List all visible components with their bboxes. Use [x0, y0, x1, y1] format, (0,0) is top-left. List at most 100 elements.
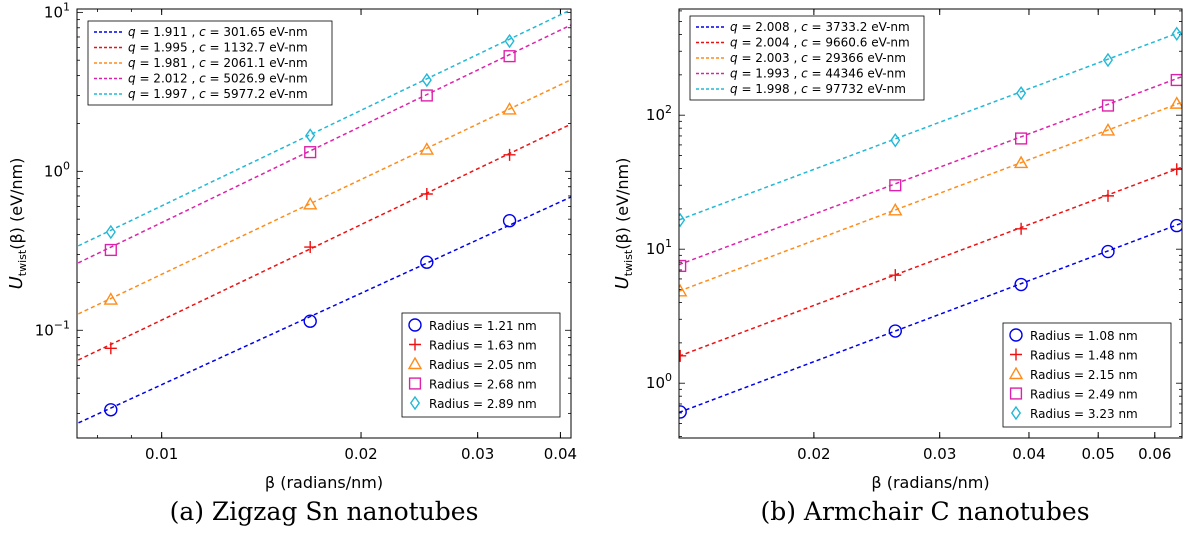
- x-tick-label: 0.03: [923, 445, 956, 463]
- marker-legend-box: [401, 312, 561, 418]
- fit-legend: q = 2.008 , c = 3733.2 eV-nm q = 2.004 , …: [689, 15, 925, 101]
- fit-legend-entry: q = 1.993 , c = 44346 eV-nm: [730, 67, 906, 81]
- data-point-diamond: [1102, 52, 1114, 68]
- fit-label-part: q: [128, 25, 136, 39]
- fit-label-part: = 97732 eV-nm: [808, 82, 906, 96]
- fit-label-part: c: [801, 67, 808, 81]
- data-point-plus: [304, 241, 317, 254]
- y-label-rest: (β) (eV/nm): [613, 158, 632, 250]
- marker-legend-symbol: [1008, 366, 1024, 380]
- x-tick-label: 0.05: [1082, 445, 1115, 463]
- y-tick-label: 101: [646, 237, 672, 258]
- data-point-diamond: [1171, 26, 1182, 42]
- y-tick-exponent: 0: [665, 371, 672, 384]
- data-point-square: [420, 89, 433, 102]
- marker-legend-symbol: [409, 338, 421, 351]
- fit-label-part: c: [199, 25, 206, 39]
- fit-label-part: q: [128, 56, 136, 70]
- marker-legend-symbol: [407, 356, 423, 370]
- data-point-plus: [420, 187, 433, 200]
- x-tick-label: 0.02: [344, 445, 377, 463]
- fit-label-part: q: [128, 41, 136, 55]
- fit-label-part: = 1.998 ,: [738, 82, 801, 96]
- fit-label-part: c: [199, 72, 206, 86]
- fit-label-part: = 2.012 ,: [136, 72, 199, 86]
- fit-label-part: q: [730, 82, 738, 96]
- marker-legend-label: Radius = 3.23 nm: [1030, 407, 1138, 421]
- y-tick-exponent: 1: [665, 237, 672, 250]
- panel-caption: (a) Zigzag Sn nanotubes: [170, 497, 479, 526]
- fit-label-part: = 301.65 eV-nm: [206, 25, 308, 39]
- fit-legend-entry: q = 2.008 , c = 3733.2 eV-nm: [730, 20, 910, 34]
- data-point-square: [889, 179, 902, 192]
- data-point-plus: [1170, 163, 1182, 176]
- fit-label-part: = 1132.7 eV-nm: [206, 41, 308, 55]
- fit-label-part: = 1.911 ,: [136, 25, 199, 39]
- data-point-plus: [1015, 222, 1028, 235]
- fit-line-1: [679, 166, 1182, 357]
- y-tick-label: 100: [44, 159, 70, 180]
- fit-label-part: = 5977.2 eV-nm: [206, 87, 308, 101]
- data-point-triangle: [302, 196, 318, 210]
- fit-line-3: [679, 75, 1182, 266]
- fit-label-part: = 2.003 ,: [738, 51, 801, 65]
- fit-legend-entry: q = 1.981 , c = 2061.1 eV-nm: [128, 56, 308, 70]
- fit-label-part: = 1.981 ,: [136, 56, 199, 70]
- fit-label-part: q: [730, 67, 738, 81]
- data-point-plus: [679, 349, 687, 362]
- x-tick-label: 0.04: [1012, 445, 1045, 463]
- marker-legend: Radius = 1.08 nm Radius = 1.48 nm Radius =…: [1002, 322, 1172, 428]
- data-point-square: [503, 50, 516, 63]
- fit-legend-entry: q = 1.911 , c = 301.65 eV-nm: [128, 25, 308, 39]
- marker-legend-label: Radius = 2.68 nm: [429, 378, 537, 392]
- fit-line-1: [77, 123, 571, 362]
- fit-label-part: q: [730, 51, 738, 65]
- axes-frame: [678, 8, 1183, 439]
- marker-legend-symbol: [1009, 328, 1023, 342]
- fit-legend-entry: q = 2.003 , c = 29366 eV-nm: [730, 51, 906, 65]
- y-tick-label: 101: [44, 0, 70, 21]
- fit-label-part: = 1.995 ,: [136, 41, 199, 55]
- y-axis-label: Utwist(β) (eV/nm): [6, 158, 29, 290]
- fit-line-4: [679, 30, 1182, 221]
- fit-legend-entry: q = 1.997 , c = 5977.2 eV-nm: [128, 87, 308, 101]
- data-layer: [679, 26, 1182, 419]
- y-tick-exponent: 0: [63, 159, 70, 172]
- y-tick-label: 10−1: [35, 318, 70, 339]
- data-point-diamond: [105, 224, 116, 240]
- fit-legend-entry: q = 2.012 , c = 5026.9 eV-nm: [128, 72, 308, 86]
- y-tick-exponent: −1: [54, 318, 70, 331]
- y-tick-label: 100: [646, 371, 672, 392]
- y-tick-base: 10: [35, 321, 54, 339]
- data-point-diamond: [421, 72, 432, 88]
- fit-label-part: c: [801, 82, 808, 96]
- fit-label-part: = 2061.1 eV-nm: [206, 56, 308, 70]
- data-point-circle: [888, 324, 902, 338]
- fit-label-part: = 44346 eV-nm: [808, 67, 906, 81]
- marker-legend-label: Radius = 2.49 nm: [1030, 388, 1138, 402]
- data-point-diamond: [504, 33, 515, 49]
- fit-label-part: = 2.008 ,: [738, 20, 801, 34]
- data-point-triangle: [1169, 96, 1182, 109]
- marker-legend-label: Radius = 1.48 nm: [1030, 349, 1138, 363]
- marker-legend-symbol: [1009, 387, 1023, 400]
- data-point-diamond: [305, 128, 316, 143]
- data-point-circle: [1170, 218, 1182, 233]
- data-point-circle: [679, 405, 687, 419]
- y-label-rest: (β) (eV/nm): [7, 158, 26, 250]
- data-point-triangle: [679, 283, 688, 297]
- data-point-plus: [503, 148, 516, 161]
- data-point-diamond: [1016, 85, 1027, 101]
- x-axis-label: β (radians/nm): [871, 473, 989, 492]
- data-point-circle: [1014, 277, 1028, 292]
- fit-label-part: = 3733.2 eV-nm: [808, 20, 910, 34]
- data-point-square: [1170, 73, 1182, 87]
- y-tick-base: 10: [44, 3, 63, 21]
- data-point-square: [104, 243, 117, 257]
- fit-line-2: [679, 101, 1182, 292]
- data-point-triangle: [419, 142, 435, 155]
- y-tick-base: 10: [646, 374, 665, 392]
- y-label-subscript: twist: [622, 249, 635, 276]
